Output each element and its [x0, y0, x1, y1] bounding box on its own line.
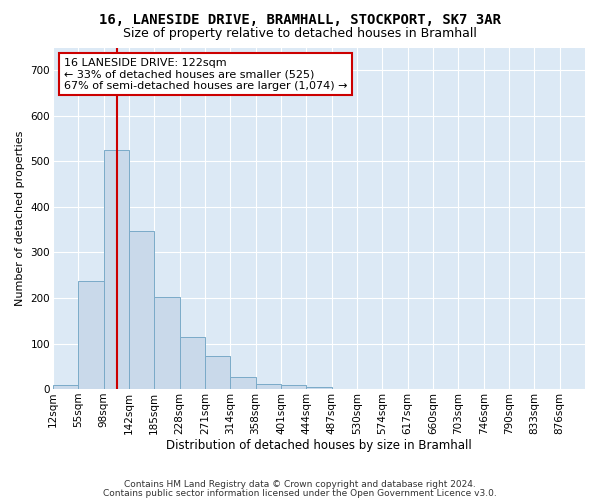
Text: Contains public sector information licensed under the Open Government Licence v3: Contains public sector information licen… — [103, 489, 497, 498]
Bar — [230, 376, 256, 389]
Text: 16, LANESIDE DRIVE, BRAMHALL, STOCKPORT, SK7 3AR: 16, LANESIDE DRIVE, BRAMHALL, STOCKPORT,… — [99, 12, 501, 26]
Bar — [129, 230, 154, 389]
Bar — [78, 280, 104, 389]
Bar — [281, 386, 307, 389]
Bar — [154, 297, 179, 389]
Bar — [179, 336, 205, 389]
Text: 16 LANESIDE DRIVE: 122sqm
← 33% of detached houses are smaller (525)
67% of semi: 16 LANESIDE DRIVE: 122sqm ← 33% of detac… — [64, 58, 347, 91]
Bar — [104, 150, 129, 389]
Bar — [256, 384, 281, 389]
Text: Size of property relative to detached houses in Bramhall: Size of property relative to detached ho… — [123, 28, 477, 40]
Y-axis label: Number of detached properties: Number of detached properties — [15, 130, 25, 306]
Text: Contains HM Land Registry data © Crown copyright and database right 2024.: Contains HM Land Registry data © Crown c… — [124, 480, 476, 489]
Bar — [53, 386, 78, 389]
X-axis label: Distribution of detached houses by size in Bramhall: Distribution of detached houses by size … — [166, 440, 472, 452]
Bar — [307, 387, 332, 389]
Bar — [205, 356, 230, 389]
